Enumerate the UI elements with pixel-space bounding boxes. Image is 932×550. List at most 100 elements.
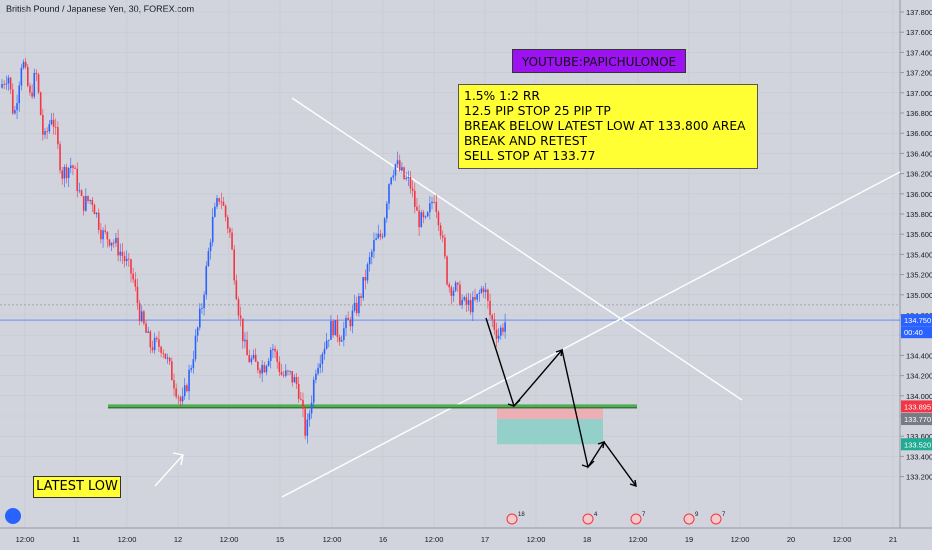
candle-body — [439, 225, 442, 236]
candle-body — [422, 212, 425, 218]
candle-body — [177, 396, 180, 398]
x-tick-label: 16 — [379, 535, 387, 544]
candle-body — [293, 377, 296, 383]
candle-body — [364, 277, 367, 281]
y-tick-label: 136.800 — [906, 109, 932, 118]
candle-body — [121, 251, 124, 256]
candle-body — [39, 92, 42, 116]
candle-body — [302, 400, 304, 409]
price-label-bg — [901, 314, 932, 327]
candle-body — [401, 167, 403, 171]
candle-body — [89, 199, 91, 201]
candle-body — [18, 85, 20, 104]
descending-trendline — [291, 97, 743, 401]
x-tick-label: 15 — [276, 535, 284, 544]
candle-body — [128, 258, 130, 260]
candle-body — [319, 363, 321, 368]
candle-body — [263, 364, 266, 373]
candle-body — [93, 204, 96, 215]
candle-body — [379, 233, 382, 237]
candle-body — [368, 257, 371, 265]
candle-body — [398, 160, 401, 171]
y-tick-label: 136.600 — [906, 129, 932, 138]
candle-body — [211, 216, 214, 243]
y-tick-label: 137.800 — [906, 8, 932, 17]
candle-body — [242, 318, 244, 342]
candle-body — [274, 348, 276, 352]
candle-body — [194, 335, 197, 360]
candle-body — [388, 184, 390, 204]
candle-body — [42, 115, 44, 135]
event-marker-count: 9 — [695, 512, 699, 518]
candle-body — [459, 284, 461, 306]
candle-body — [252, 354, 255, 359]
candle-body — [160, 346, 162, 353]
candle-body — [207, 251, 210, 267]
event-marker-icon — [506, 513, 518, 525]
candle-body — [457, 282, 459, 285]
candle-body — [308, 413, 311, 420]
candle-body — [123, 255, 126, 262]
latest-low-label: LATEST LOW — [33, 476, 121, 498]
candle-body — [33, 72, 36, 97]
candle-body — [450, 287, 453, 296]
note-line: 1.5% 1:2 RR — [464, 89, 540, 103]
candle-body — [203, 294, 205, 309]
candle-body — [304, 408, 306, 436]
candle-body — [272, 348, 274, 351]
candle-body — [231, 232, 233, 250]
tradingview-logo-icon[interactable] — [5, 508, 21, 524]
candle-body — [37, 74, 40, 93]
candle-body — [390, 177, 392, 185]
candle-body — [214, 206, 216, 217]
candle-body — [461, 299, 463, 306]
price-label: 133.520 — [904, 440, 931, 449]
candle-body — [179, 397, 182, 402]
candle-body — [134, 279, 137, 287]
y-tick-label: 133.400 — [906, 452, 932, 461]
candle-body — [218, 198, 220, 202]
candle-body — [502, 327, 504, 332]
x-tick-label: 18 — [583, 535, 591, 544]
y-tick-label: 136.000 — [906, 190, 932, 199]
candle-body — [145, 323, 147, 333]
candle-body — [334, 320, 337, 336]
candle-body — [300, 398, 302, 401]
candle-body — [233, 249, 235, 281]
candle-body — [85, 195, 87, 211]
y-tick-label: 133.600 — [906, 432, 932, 441]
candle-body — [224, 205, 227, 218]
x-tick-label: 12:00 — [731, 535, 750, 544]
candle-body — [375, 238, 377, 240]
x-tick-label: 12:00 — [833, 535, 852, 544]
candle-body — [409, 177, 412, 189]
candle-body — [205, 266, 208, 295]
candle-body — [115, 237, 117, 244]
candle-body — [201, 308, 203, 309]
candle-body — [465, 297, 468, 305]
candle-body — [289, 371, 291, 372]
candle-body — [110, 242, 113, 246]
candle-body — [104, 230, 106, 232]
candle-body — [463, 297, 466, 300]
candle-body — [315, 373, 317, 380]
ascending-trendline — [281, 171, 901, 498]
candle-body — [196, 327, 199, 336]
candle-body — [100, 229, 102, 240]
candle-body — [478, 292, 481, 294]
candle-body — [489, 300, 491, 316]
candle-body — [171, 361, 173, 381]
event-marker-count: 7 — [642, 512, 646, 518]
candle-body — [446, 256, 448, 285]
candle-body — [65, 166, 68, 179]
candle-body — [95, 212, 98, 215]
y-tick-label: 135.200 — [906, 271, 932, 280]
candle-body — [472, 297, 474, 313]
x-tick-label: 17 — [481, 535, 489, 544]
candle-body — [482, 288, 485, 293]
y-tick-label: 136.200 — [906, 170, 932, 179]
candle-body — [80, 190, 83, 197]
candle-body — [254, 354, 257, 362]
candle-body — [338, 336, 341, 342]
